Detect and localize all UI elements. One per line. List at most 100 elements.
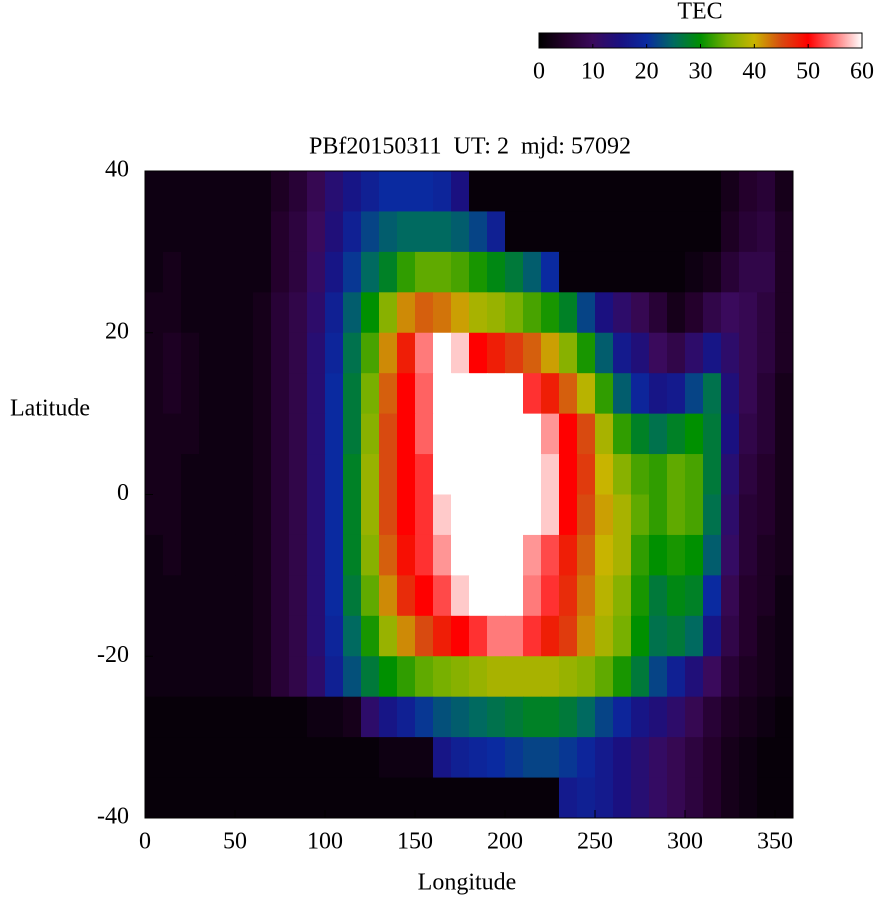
heat-cell <box>595 575 614 617</box>
heat-cell <box>469 373 488 415</box>
heat-cell <box>271 737 290 779</box>
heat-cell <box>289 494 308 536</box>
heat-cell <box>163 251 182 293</box>
heat-cell <box>271 332 290 374</box>
heat-cell <box>685 534 704 576</box>
heat-cell <box>541 292 560 334</box>
heat-cell <box>397 656 416 698</box>
heat-cell <box>397 777 416 819</box>
heat-cell <box>775 656 794 698</box>
heat-cell <box>721 737 740 779</box>
heat-cell <box>739 373 758 415</box>
heat-cell <box>757 454 776 495</box>
heat-cell <box>361 534 380 576</box>
heat-cell <box>379 251 398 293</box>
heat-cell <box>775 575 794 617</box>
heat-cell <box>667 373 686 415</box>
heat-cell <box>397 373 416 415</box>
heat-cell <box>703 575 722 617</box>
heat-cell <box>703 454 722 495</box>
heat-cell <box>739 171 758 212</box>
heat-cell <box>721 413 740 455</box>
heat-cell <box>559 171 578 212</box>
heat-cell <box>649 656 668 698</box>
heat-cell <box>703 211 722 253</box>
y-tick-label: -20 <box>97 642 129 668</box>
heat-cell <box>721 777 740 819</box>
heat-cell <box>667 615 686 657</box>
heat-cell <box>487 251 506 293</box>
heat-cell <box>577 575 596 617</box>
heat-cell <box>307 454 326 495</box>
heat-cell <box>289 211 308 253</box>
heat-cell <box>775 373 794 415</box>
heat-cell <box>505 696 524 738</box>
heat-cell <box>379 534 398 576</box>
heat-cell <box>343 292 362 334</box>
heat-cell <box>577 454 596 495</box>
heat-cell <box>667 292 686 334</box>
heat-cell <box>343 615 362 657</box>
heat-cell <box>451 494 470 536</box>
heat-cell <box>595 534 614 576</box>
heat-cell <box>181 534 200 576</box>
chart-title: PBf20150311 UT: 2 mjd: 57092 <box>309 134 631 160</box>
heat-cell <box>739 696 758 738</box>
heat-cell <box>343 494 362 536</box>
heat-cell <box>505 737 524 779</box>
heat-cell <box>415 292 434 334</box>
heat-cell <box>523 211 542 253</box>
heat-cell <box>487 534 506 576</box>
heat-cell <box>253 413 272 455</box>
heat-cell <box>577 696 596 738</box>
heat-cell <box>595 373 614 415</box>
heat-cell <box>325 737 344 779</box>
heat-cell <box>433 494 452 536</box>
heat-cell <box>433 413 452 455</box>
heat-cell <box>757 413 776 455</box>
heat-cell <box>595 413 614 455</box>
heat-cell <box>523 292 542 334</box>
heat-cell <box>649 171 668 212</box>
heat-cell <box>145 737 164 779</box>
heat-cell <box>307 777 326 819</box>
heat-cell <box>631 575 650 617</box>
heat-cell <box>595 615 614 657</box>
heat-cell <box>703 171 722 212</box>
heat-cell <box>379 575 398 617</box>
x-tick-label: 50 <box>223 829 247 855</box>
heat-cell <box>649 696 668 738</box>
heat-cell <box>379 413 398 455</box>
heat-cell <box>235 332 254 374</box>
heat-cell <box>235 251 254 293</box>
heat-cell <box>613 211 632 253</box>
heat-cell <box>181 211 200 253</box>
heat-cell <box>685 211 704 253</box>
heat-cell <box>433 373 452 415</box>
heat-cell <box>739 413 758 455</box>
heat-cell <box>307 251 326 293</box>
heat-cell <box>217 615 236 657</box>
heat-cell <box>289 373 308 415</box>
heat-cell <box>217 251 236 293</box>
heat-cell <box>595 171 614 212</box>
heat-cell <box>199 171 218 212</box>
heat-cell <box>145 696 164 738</box>
heat-cell <box>613 696 632 738</box>
heat-cell <box>757 251 776 293</box>
heat-cell <box>199 696 218 738</box>
heat-cell <box>775 534 794 576</box>
heat-cell <box>433 575 452 617</box>
heat-cell <box>199 575 218 617</box>
heat-cell <box>361 454 380 495</box>
heat-cell <box>667 696 686 738</box>
heat-cell <box>217 454 236 495</box>
heat-cell <box>559 413 578 455</box>
heat-cell <box>685 737 704 779</box>
heat-cell <box>379 737 398 779</box>
heat-cell <box>541 615 560 657</box>
heat-cell <box>199 656 218 698</box>
heat-cell <box>361 575 380 617</box>
heat-cell <box>181 332 200 374</box>
heat-cell <box>739 332 758 374</box>
